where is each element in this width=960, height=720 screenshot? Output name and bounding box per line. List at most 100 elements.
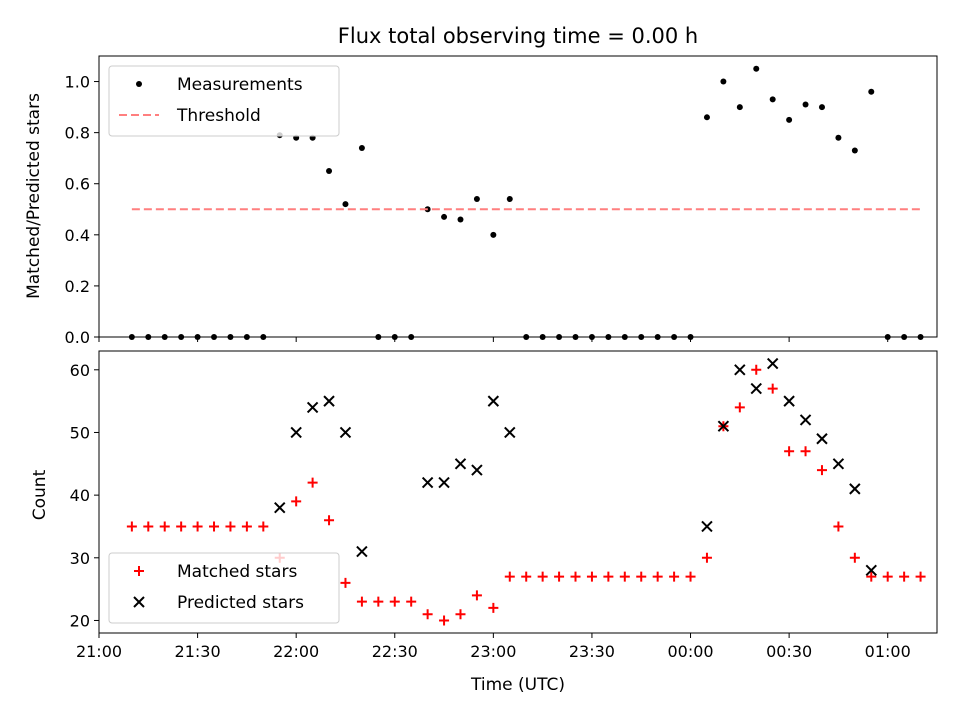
predicted-star-point <box>274 501 286 514</box>
legend-label: Measurements <box>177 75 303 95</box>
predicted-star-point <box>734 364 746 376</box>
matched-star-point <box>126 521 137 532</box>
legend-label: Matched stars <box>177 562 297 582</box>
top-axes-frame <box>98 55 938 338</box>
x-tick-label: 21:00 <box>76 642 122 661</box>
measurement-point <box>326 167 333 174</box>
predicted-star-point <box>454 458 467 470</box>
predicted-star-point <box>421 476 434 489</box>
matched-star-point <box>586 571 597 582</box>
measurement-point <box>441 213 448 220</box>
matched-star-point <box>899 571 910 582</box>
measurement-point <box>457 216 464 223</box>
matched-star-point <box>882 571 893 582</box>
predicted-star-point <box>323 395 335 407</box>
matched-star-point <box>554 571 565 582</box>
top-y-tick-label: 1.0 <box>65 73 90 92</box>
measurement-point <box>868 88 875 95</box>
x-tick-label: 23:00 <box>470 642 516 661</box>
measurement-point <box>473 196 480 203</box>
matched-star-point <box>159 521 170 532</box>
bottom-axes-frame <box>98 350 938 634</box>
matched-star-point <box>701 552 712 563</box>
predicted-star-point <box>717 420 730 432</box>
measurement-point <box>736 104 743 111</box>
measurement-point <box>490 231 497 238</box>
top-y-tick-label: 0.6 <box>65 175 90 194</box>
matched-star-point <box>800 446 811 457</box>
matched-star-point <box>652 571 663 582</box>
predicted-star-point <box>816 433 828 445</box>
bottom-series-1 <box>274 357 877 577</box>
x-tick-label: 22:00 <box>273 642 319 661</box>
matched-star-point <box>340 577 351 588</box>
matched-star-point <box>866 571 877 582</box>
bottom-legend: Matched stars Predicted stars <box>108 552 340 624</box>
matched-star-point <box>816 465 827 476</box>
predicted-star-point <box>701 520 713 533</box>
matched-star-point <box>439 615 450 626</box>
matched-star-point <box>751 364 762 375</box>
matched-star-point <box>488 602 499 613</box>
matched-star-point <box>504 571 515 582</box>
predicted-star-point <box>750 382 762 395</box>
matched-star-point <box>669 571 680 582</box>
top-legend-box <box>108 65 340 137</box>
measurement-point <box>818 104 825 111</box>
matched-star-point <box>176 521 187 532</box>
x-tick-label: 22:30 <box>372 642 418 661</box>
predicted-star-point <box>356 545 368 558</box>
matched-star-point <box>389 596 400 607</box>
x-tick-label: 21:30 <box>175 642 221 661</box>
x-tick-label: 00:00 <box>667 642 713 661</box>
legend-x-marker <box>133 596 145 608</box>
measurement-point <box>769 96 776 103</box>
predicted-star-point <box>339 426 352 439</box>
top-y-tick-label: 0.4 <box>65 226 90 245</box>
top-y-axis-label: Matched/Predicted stars <box>24 93 44 299</box>
legend-dot-marker <box>136 81 142 87</box>
top-y-tick-label: 0.0 <box>65 328 90 347</box>
predicted-star-point <box>783 395 795 407</box>
matched-star-point <box>915 571 926 582</box>
predicted-star-point <box>832 458 845 470</box>
top-y-tick-label: 0.2 <box>65 277 90 296</box>
matched-star-point <box>471 590 482 601</box>
x-tick-label: 23:30 <box>569 642 615 661</box>
matched-star-point <box>241 521 252 532</box>
predicted-star-point <box>865 564 877 577</box>
matched-star-point <box>373 596 384 607</box>
matched-star-point <box>603 571 614 582</box>
bottom-y-tick-label: 50 <box>70 423 90 442</box>
legend-label: Predicted stars <box>177 593 304 613</box>
measurement-point <box>851 147 858 154</box>
matched-star-point <box>537 571 548 582</box>
predicted-star-point <box>799 414 812 426</box>
top-y-tick-label: 0.8 <box>65 124 90 143</box>
matched-star-point <box>521 571 532 582</box>
measurement-point <box>506 196 513 203</box>
matched-star-point <box>356 596 367 607</box>
legend-plus-marker <box>134 566 144 576</box>
top-panel: 0.0 0.2 0.4 0.6 0.8 1.0 Measurements Threshold <box>65 55 938 347</box>
predicted-star-point <box>766 357 779 370</box>
measurement-point <box>342 201 349 208</box>
matched-star-point <box>192 521 203 532</box>
measurement-point <box>802 101 809 108</box>
measurement-point <box>703 114 710 121</box>
matched-star-point <box>570 571 581 582</box>
measurement-point <box>753 65 760 72</box>
matched-star-point <box>734 402 745 413</box>
legend-label: Threshold <box>176 106 261 126</box>
predicted-star-point <box>504 426 516 439</box>
matched-star-point <box>143 521 154 532</box>
x-tick-label: 01:00 <box>865 642 911 661</box>
matched-star-point <box>209 521 220 532</box>
matched-star-point <box>833 521 844 532</box>
matched-star-point <box>406 596 417 607</box>
bottom-y-tick-label: 60 <box>70 361 90 380</box>
matched-star-point <box>619 571 630 582</box>
predicted-star-point <box>306 401 319 414</box>
measurement-point <box>358 144 365 151</box>
